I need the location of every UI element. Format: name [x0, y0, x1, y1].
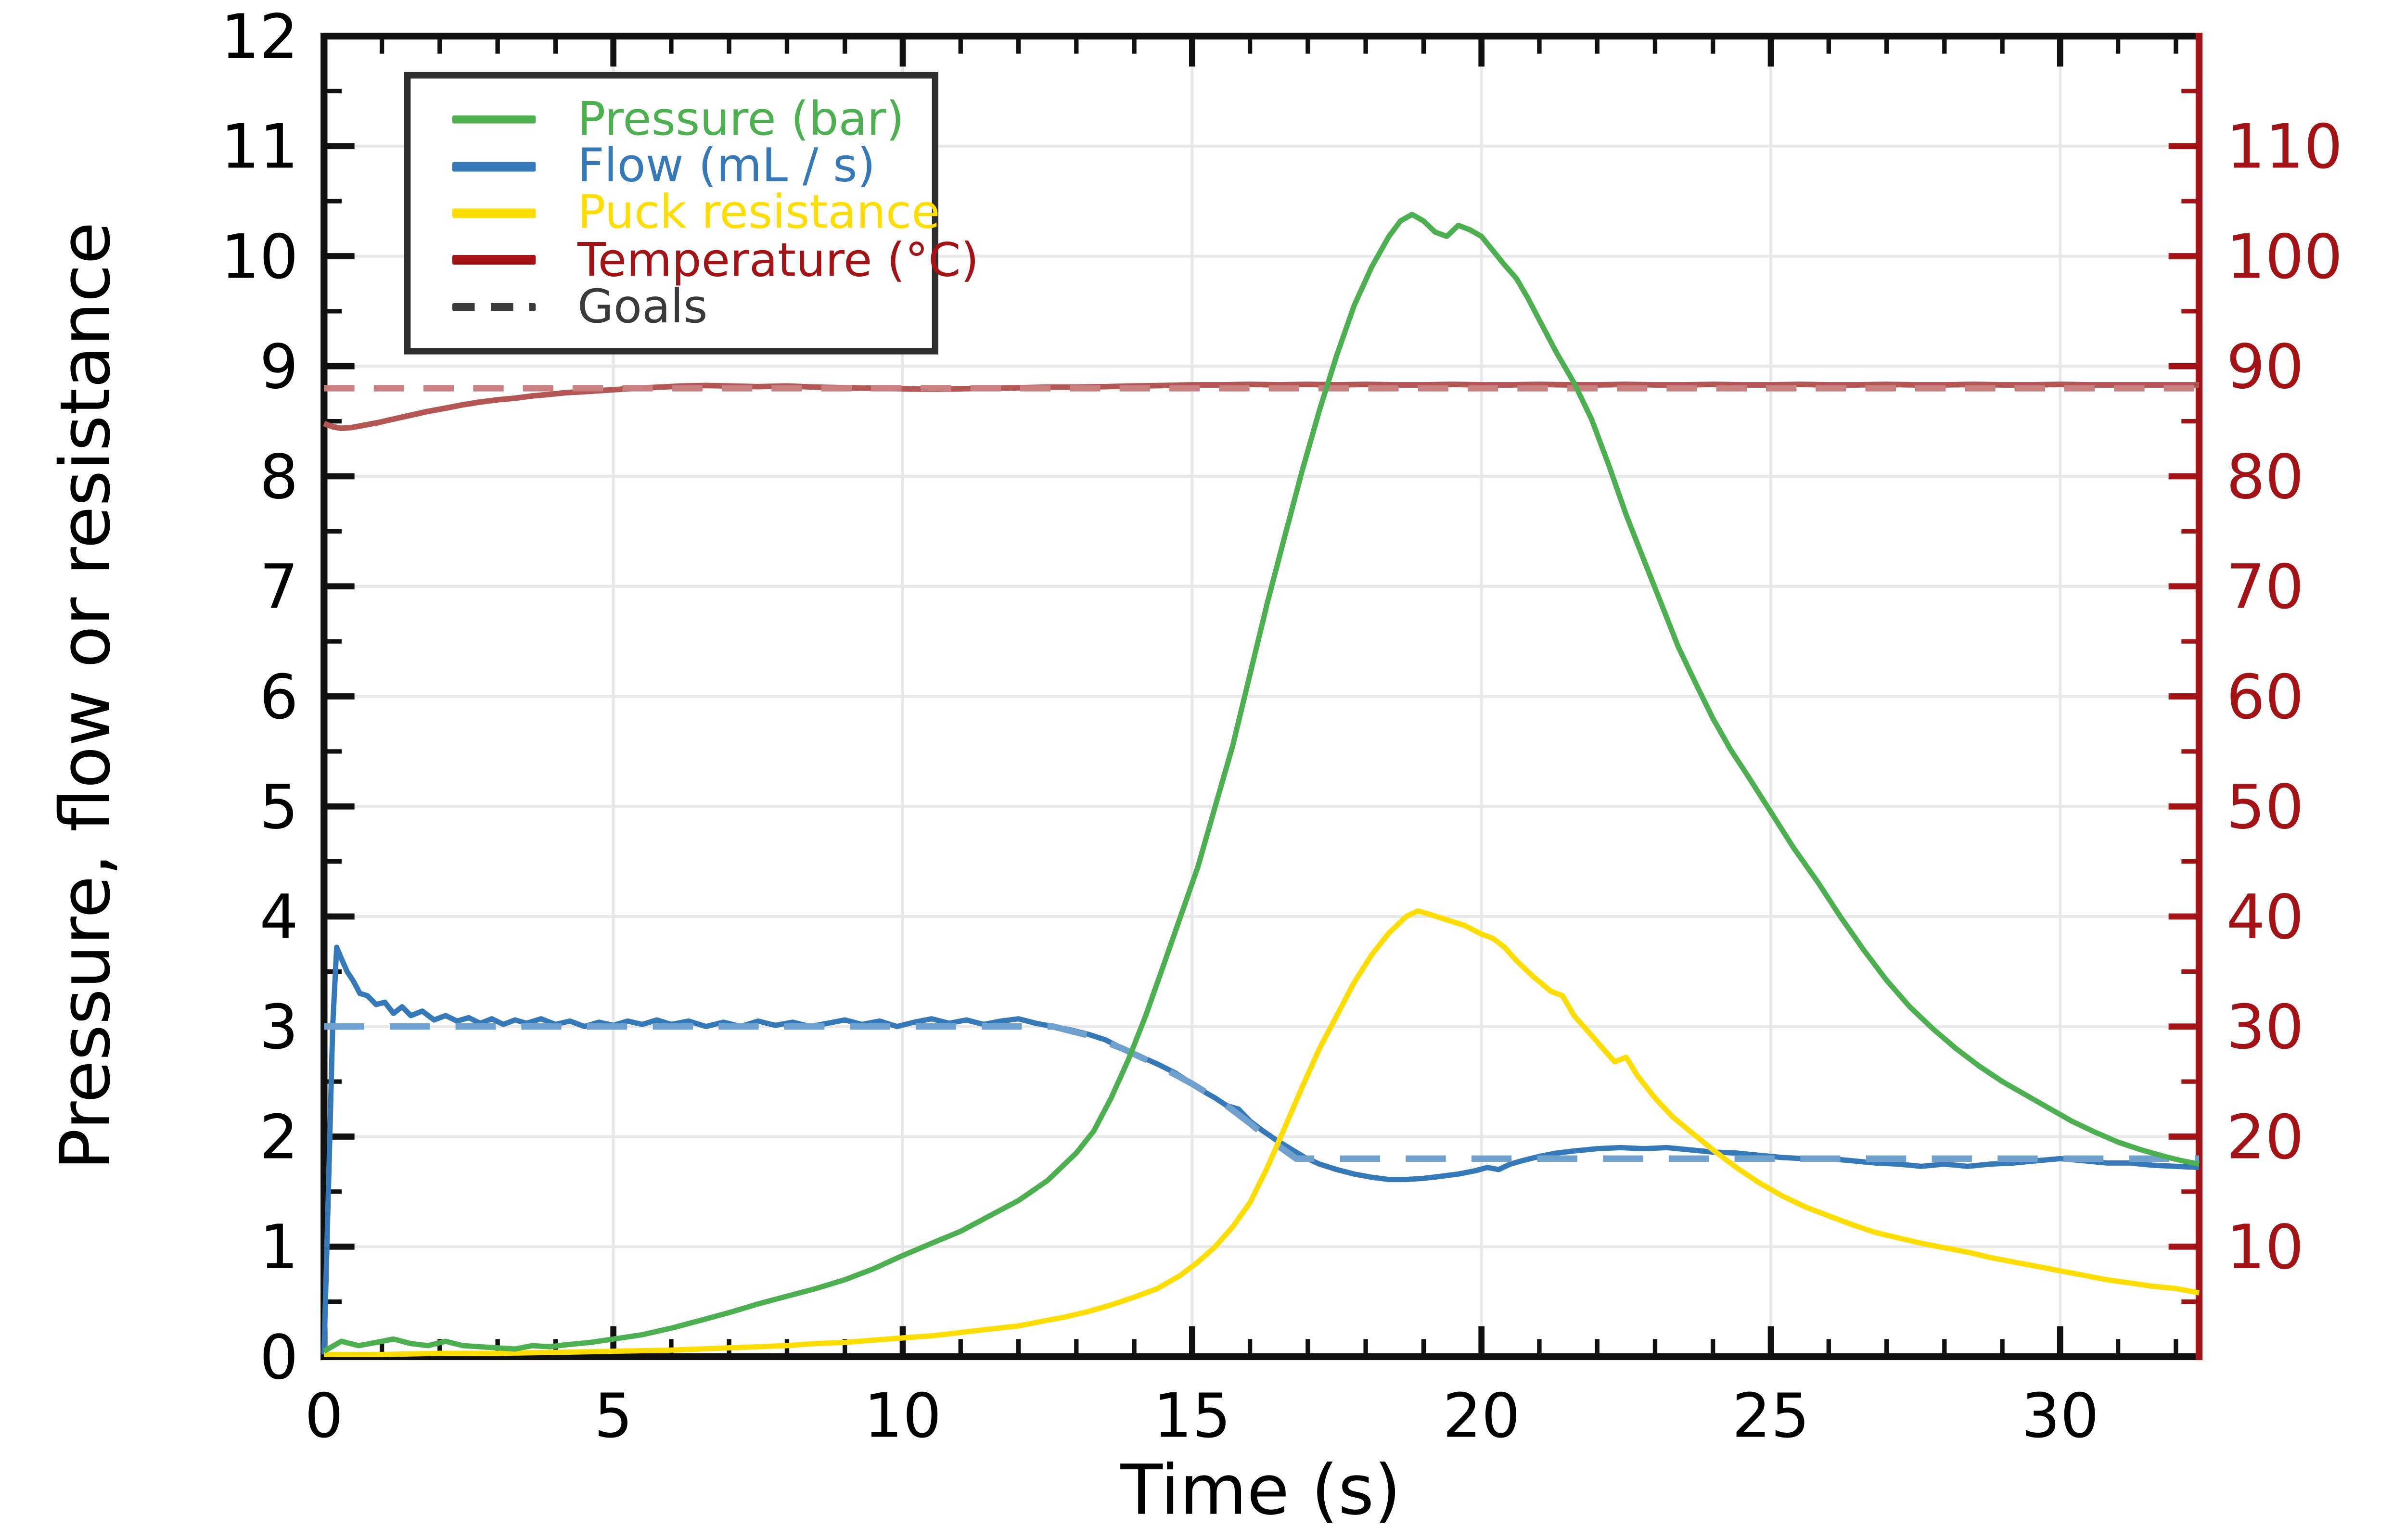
right-axis-title: Temperature (°C): [2398, 398, 2406, 994]
legend-item-puck-resistance: Puck resistance: [410, 189, 940, 237]
legend: Pressure (bar) Flow (mL / s) Puck resist…: [404, 72, 979, 355]
puck-resistance-line-swatch: [452, 208, 536, 218]
y-left-tick-label-5: 5: [259, 771, 298, 842]
y-left-tick-label-8: 8: [259, 441, 298, 512]
legend-item-flow: Flow (mL / s): [410, 138, 932, 193]
x-tick-label-20: 20: [1443, 1380, 1520, 1451]
goals-dashed-line-swatch: [452, 302, 536, 312]
y-right-tick-label-110: 110: [2227, 111, 2343, 182]
series-flow-goal: [324, 1023, 2199, 1162]
y-left-tick-label-2: 2: [259, 1101, 298, 1172]
y-right-tick-label-90: 90: [2227, 331, 2304, 402]
y-right-tick-label-40: 40: [2227, 881, 2304, 953]
y-left-tick-label-7: 7: [259, 551, 298, 623]
y-left-tick-label-3: 3: [259, 992, 298, 1063]
series-puck-resistance: [324, 908, 2200, 1357]
y-left-tick-label-9: 9: [259, 331, 298, 402]
x-tick-label-10: 10: [864, 1380, 941, 1451]
series-flow-ml-s: [321, 944, 2200, 1355]
y-left-tick-label-6: 6: [259, 661, 298, 732]
legend-label-puck-resistance: Puck resistance: [577, 185, 940, 240]
left-axis-title: Pressure, flow or resistance: [46, 222, 127, 1171]
x-tick-label-25: 25: [1732, 1380, 1809, 1451]
y-right-tick-label-30: 30: [2227, 992, 2304, 1063]
y-right-tick-label-10: 10: [2227, 1211, 2304, 1283]
temperature-line-swatch: [452, 255, 536, 265]
pressure-line-swatch: [452, 115, 536, 124]
y-right-tick-label-100: 100: [2227, 221, 2343, 292]
legend-label-temperature: Temperature (°C): [577, 232, 979, 287]
y-left-tick-label-1: 1: [259, 1211, 298, 1283]
y-right-tick-label-70: 70: [2227, 551, 2304, 623]
y-left-tick-label-0: 0: [259, 1322, 298, 1393]
y-right-tick-label-50: 50: [2227, 771, 2304, 842]
x-tick-label-5: 5: [594, 1380, 633, 1451]
legend-label-goals: Goals: [577, 279, 708, 333]
y-left-tick-label-4: 4: [259, 881, 298, 953]
x-tick-label-15: 15: [1153, 1380, 1231, 1451]
flow-line-swatch: [452, 162, 536, 171]
y-left-tick-label-11: 11: [221, 111, 298, 182]
y-left-tick-label-10: 10: [221, 221, 298, 292]
legend-label-flow: Flow (mL / s): [577, 138, 876, 193]
legend-item-goals: Goals: [410, 283, 932, 330]
y-right-tick-label-60: 60: [2227, 661, 2304, 732]
legend-item-pressure: Pressure (bar): [410, 96, 932, 143]
y-left-tick-label-12: 12: [221, 1, 298, 72]
legend-item-temperature: Temperature (°C): [410, 236, 979, 283]
x-tick-label-30: 30: [2022, 1380, 2099, 1451]
y-right-tick-label-20: 20: [2227, 1101, 2304, 1172]
x-tick-label-0: 0: [305, 1380, 344, 1451]
x-axis-title: Time (s): [1120, 1451, 1401, 1532]
legend-label-pressure: Pressure (bar): [577, 91, 905, 146]
y-right-tick-label-80: 80: [2227, 441, 2304, 512]
series-pressure-bar: [322, 212, 2200, 1354]
